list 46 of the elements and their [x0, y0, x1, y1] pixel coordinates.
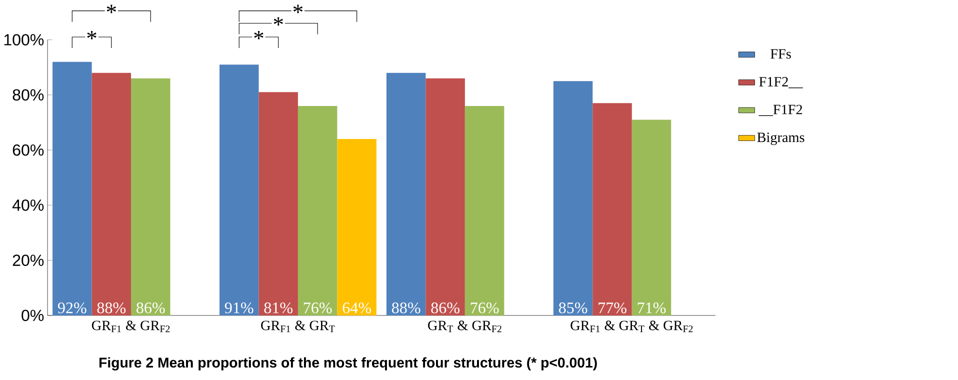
x-tick-label: GR$_{F1}$ & GR$_{T}$ & GR$_{F2}$	[570, 320, 693, 332]
legend-label: __F1F2	[758, 104, 802, 116]
text: *	[254, 31, 264, 40]
text: *	[87, 31, 96, 40]
bar	[298, 106, 338, 316]
text: *	[106, 4, 116, 14]
legend-label: F1F2__	[759, 77, 803, 88]
bar	[92, 72, 132, 316]
bar	[553, 81, 593, 316]
x-tick-label: GR$_{T}$ & GR$_{F2}$	[428, 320, 502, 332]
data-label: 91%	[224, 302, 254, 314]
data-label: 81%	[264, 302, 293, 314]
y-tick-label: 80%	[12, 89, 44, 101]
x-tick-label: GR$_{F1}$ & GR$_{F2}$	[92, 320, 170, 332]
data-label: 64%	[342, 302, 371, 314]
data-label: 88%	[392, 302, 420, 314]
bar	[592, 103, 632, 316]
data-label: 71%	[638, 302, 666, 314]
y-tick-label: 60%	[12, 144, 44, 156]
bar	[632, 120, 672, 316]
text: *	[293, 4, 303, 14]
legend-label: Bigrams	[757, 132, 804, 146]
text: *	[274, 17, 283, 26]
bar	[337, 139, 376, 316]
bar	[386, 72, 426, 316]
y-tick-label: 40%	[12, 200, 44, 211]
data-label: 88%	[97, 302, 126, 314]
data-label: 92%	[58, 302, 86, 314]
data-label: 76%	[470, 302, 499, 314]
legend-label: FFs	[770, 49, 791, 59]
data-label: 86%	[136, 302, 165, 314]
data-label: 86%	[431, 302, 460, 314]
bar	[220, 64, 259, 316]
bar	[258, 92, 298, 316]
y-tick-label: 20%	[12, 254, 44, 266]
bar	[52, 62, 92, 316]
bar	[131, 78, 170, 316]
y-tick-label: 100%	[4, 34, 44, 46]
data-label: 77%	[598, 302, 626, 314]
data-label: 85%	[558, 302, 588, 314]
text: Figure 2 Mean proportions of the most frequent four structures (* p<0.001)	[99, 357, 597, 371]
data-label: 76%	[304, 302, 332, 314]
bar	[464, 106, 504, 316]
bar	[426, 78, 465, 316]
y-tick-label: 0%	[22, 310, 44, 322]
x-tick-label: GR$_{F1}$ & GR$_{T}$	[261, 320, 335, 332]
